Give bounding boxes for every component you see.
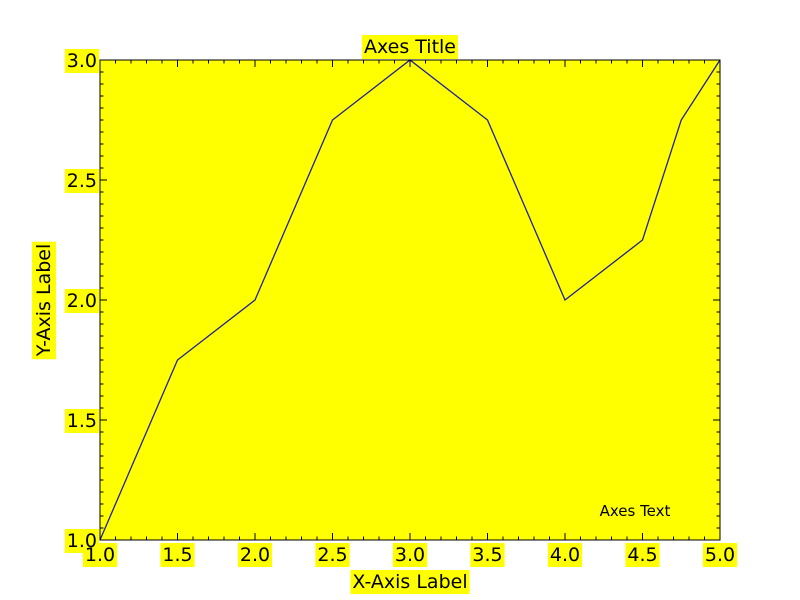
label-background (160, 543, 195, 567)
label-background (350, 570, 470, 594)
label-background (64, 409, 99, 433)
plot-area (100, 60, 720, 540)
y-tick-label: 3.0 (67, 50, 97, 72)
axes-text-annotation: Axes Text (600, 502, 671, 520)
x-tick-label: 3.5 (472, 544, 502, 566)
label-background (625, 543, 660, 567)
series-line (99, 59, 721, 541)
x-tick-label: 3.0 (395, 544, 425, 566)
y-tick-label: 2.0 (67, 290, 97, 312)
x-axis-label: X-Axis Label (352, 571, 467, 593)
label-background (64, 49, 99, 73)
label-background (315, 543, 350, 567)
label-background (361, 35, 459, 59)
y-tick-label: 1.0 (67, 530, 97, 552)
x-tick-label: 2.0 (240, 544, 270, 566)
x-tick-label: 2.5 (317, 544, 347, 566)
y-tick-label: 1.5 (67, 410, 97, 432)
x-tick-label: 5.0 (705, 544, 735, 566)
label-background (237, 543, 273, 567)
x-tick-label: 1.0 (85, 544, 115, 566)
axes-frame (99, 59, 721, 541)
x-tick-label: 4.0 (550, 544, 580, 566)
label-background (32, 241, 56, 360)
y-axis-label: Y-Axis Label (33, 244, 55, 358)
x-tick-label: 1.5 (162, 544, 192, 566)
label-background (702, 543, 738, 567)
label-background (64, 289, 99, 313)
x-tick-label: 4.5 (627, 544, 657, 566)
label-background (64, 169, 99, 193)
label-background (470, 543, 505, 567)
label-background (64, 529, 99, 553)
label-background (547, 543, 583, 567)
chart-title: Axes Title (364, 36, 456, 58)
label-background (392, 543, 428, 567)
y-tick-label: 2.5 (67, 170, 97, 192)
